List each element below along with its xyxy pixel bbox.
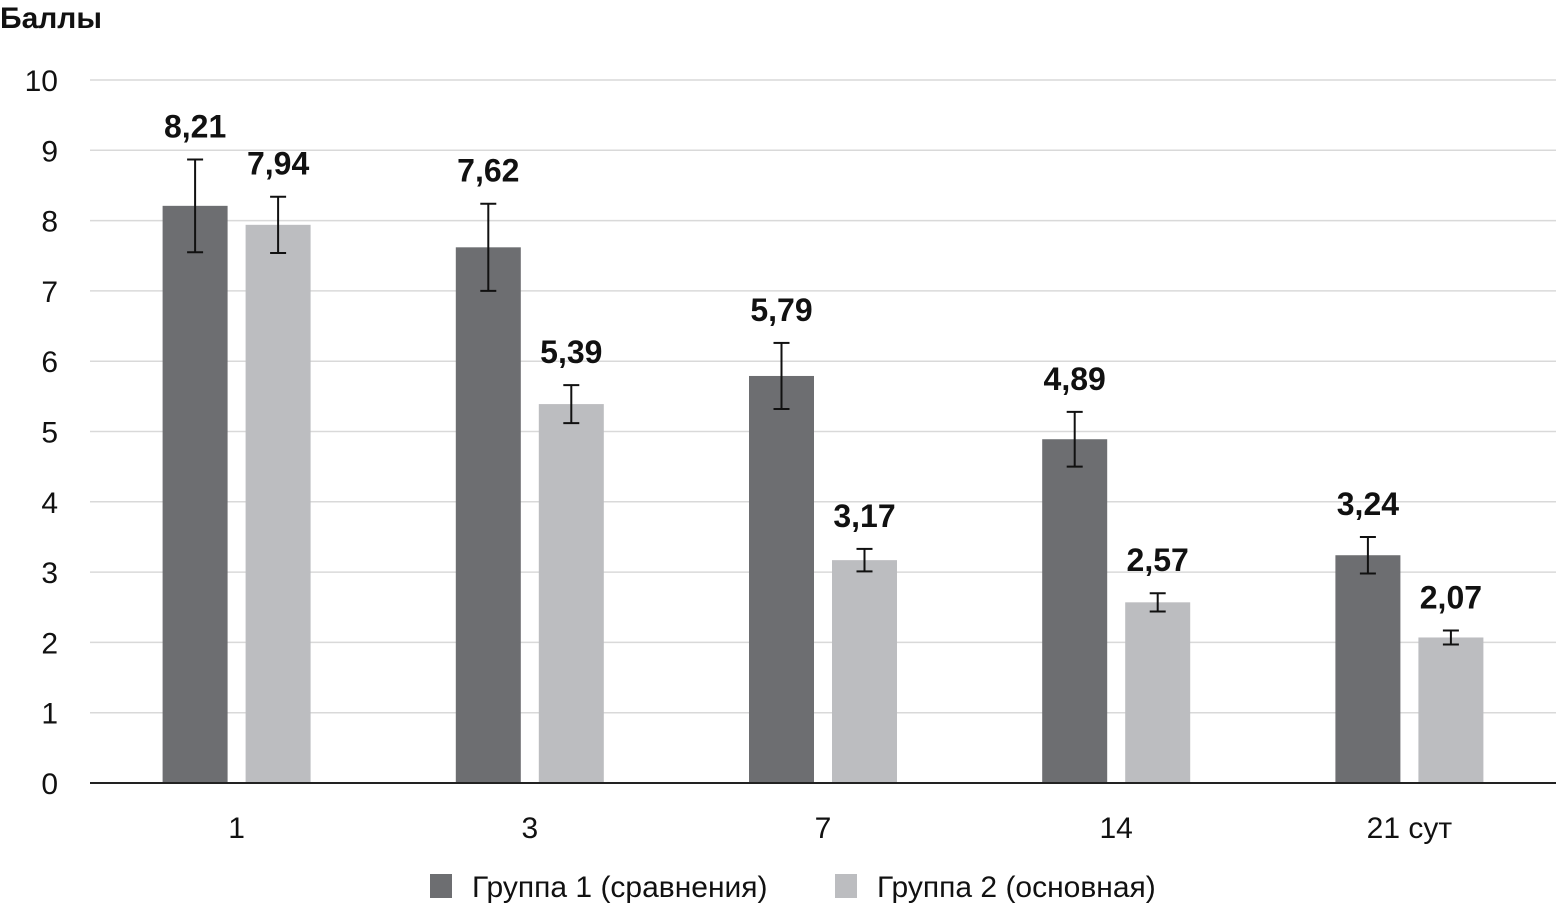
legend-label: Группа 2 (основная) bbox=[877, 871, 1156, 904]
value-label: 7,62 bbox=[457, 153, 519, 189]
y-tick-label: 5 bbox=[41, 417, 58, 450]
value-label: 5,39 bbox=[540, 334, 602, 370]
category-label: 3 bbox=[521, 812, 538, 845]
legend-label: Группа 1 (сравнения) bbox=[472, 871, 768, 904]
value-label: 4,89 bbox=[1044, 361, 1106, 397]
value-labels: 8,21 7,94 7,62 5,39 5,79 3,17 4,89 2,57 3,24 2,07 bbox=[164, 108, 1482, 615]
y-axis-title: Баллы bbox=[0, 2, 102, 35]
y-tick-label: 6 bbox=[41, 346, 58, 379]
legend-swatch bbox=[430, 874, 452, 898]
value-label: 5,79 bbox=[750, 292, 812, 328]
y-tick-label: 3 bbox=[41, 557, 58, 590]
y-tick-label: 1 bbox=[41, 698, 58, 731]
value-label: 2,57 bbox=[1127, 542, 1189, 578]
bar-series2 bbox=[1418, 637, 1484, 783]
category-label: 21 сут bbox=[1367, 812, 1453, 845]
category-labels: 1 3 7 14 21 сут bbox=[228, 812, 1452, 845]
category-label: 1 bbox=[228, 812, 245, 845]
y-tick-label: 2 bbox=[41, 627, 58, 660]
category-label: 7 bbox=[815, 812, 832, 845]
y-tick-label: 10 bbox=[25, 65, 58, 98]
bar-series2 bbox=[245, 224, 311, 783]
bars bbox=[162, 205, 1484, 784]
y-tick-label: 8 bbox=[41, 206, 58, 239]
error-bars bbox=[187, 158, 1459, 646]
value-label: 3,17 bbox=[833, 498, 895, 534]
y-tick-label: 0 bbox=[41, 768, 58, 801]
gridlines bbox=[90, 79, 1556, 714]
bar-series1 bbox=[749, 375, 814, 783]
y-tick-label: 4 bbox=[41, 487, 58, 520]
bar-series1 bbox=[162, 205, 228, 783]
legend: Группа 1 (сравнения) Группа 2 (основная) bbox=[430, 871, 1156, 904]
bar-series2 bbox=[1125, 602, 1191, 783]
bar-series1 bbox=[1335, 555, 1401, 783]
category-label: 14 bbox=[1100, 812, 1133, 845]
bar-series1 bbox=[455, 247, 521, 784]
y-tick-labels: 0 1 2 3 4 5 6 7 8 9 10 bbox=[25, 65, 58, 801]
y-tick-label: 7 bbox=[41, 276, 58, 309]
value-label: 3,24 bbox=[1337, 486, 1399, 522]
value-label: 2,07 bbox=[1420, 579, 1482, 615]
bar-series2 bbox=[832, 560, 897, 783]
bar-series1 bbox=[1042, 439, 1108, 783]
y-tick-label: 9 bbox=[41, 135, 58, 168]
legend-swatch bbox=[835, 874, 857, 898]
value-label: 7,94 bbox=[247, 146, 309, 182]
bar-series2 bbox=[538, 404, 604, 783]
value-label: 8,21 bbox=[164, 108, 226, 144]
